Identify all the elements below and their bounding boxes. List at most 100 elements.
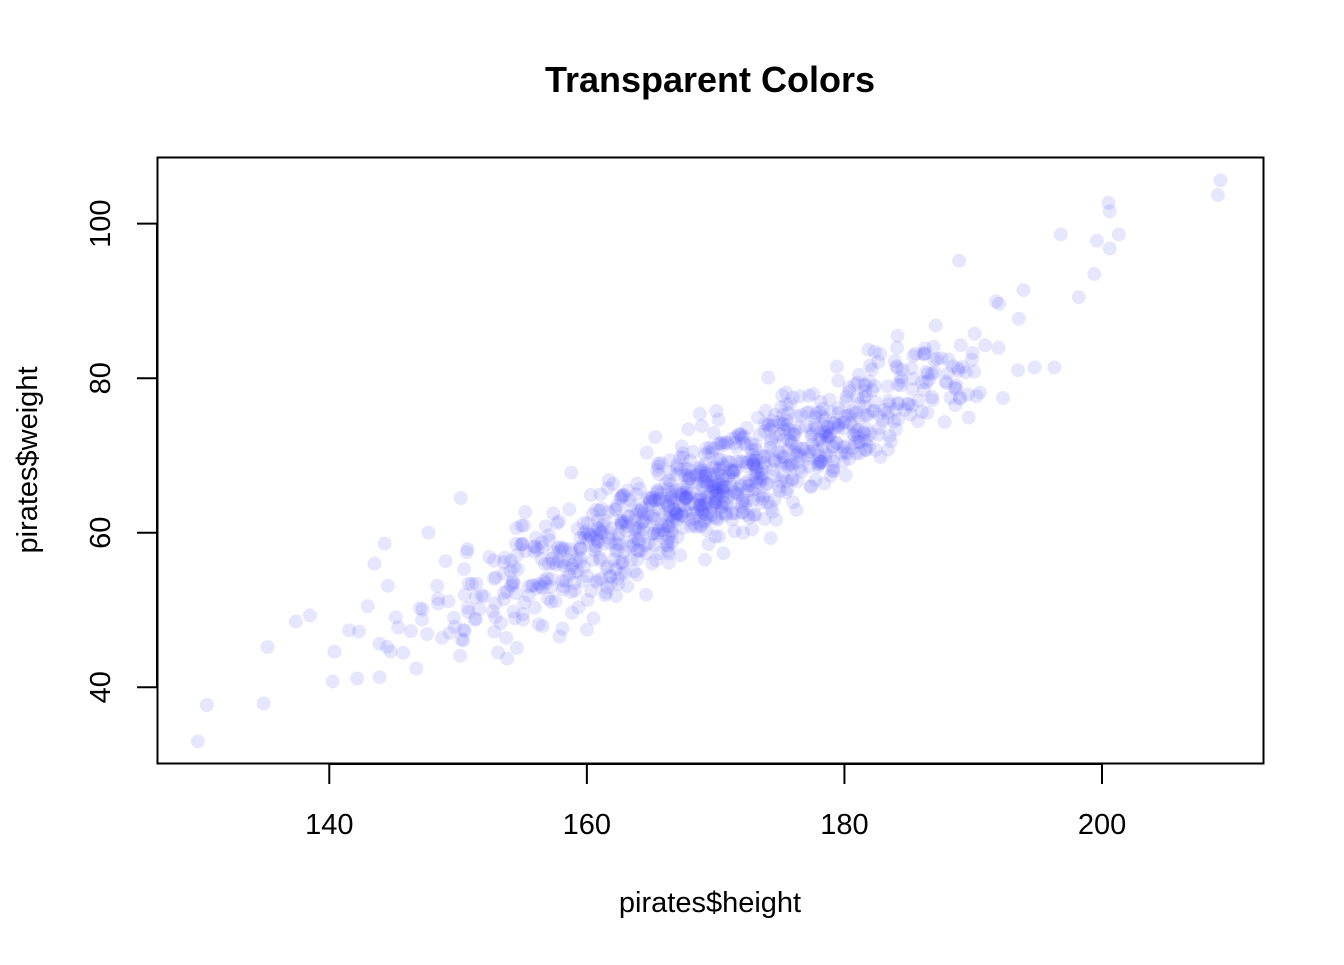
data-point <box>482 550 497 565</box>
data-point <box>790 445 805 460</box>
data-point <box>589 503 603 517</box>
data-point <box>822 449 837 463</box>
data-point <box>506 604 521 619</box>
data-point <box>624 552 639 567</box>
data-point <box>816 425 831 439</box>
data-point <box>792 461 807 476</box>
data-point <box>816 438 831 453</box>
data-point <box>689 519 704 534</box>
data-point <box>868 442 883 457</box>
data-point <box>651 523 666 538</box>
data-point <box>510 548 525 563</box>
data-point <box>685 506 700 521</box>
data-point <box>712 461 727 476</box>
data-point <box>447 610 461 625</box>
data-point <box>710 511 725 526</box>
data-point <box>805 423 820 438</box>
data-point <box>564 561 578 576</box>
data-point <box>614 488 629 503</box>
data-point <box>601 530 616 545</box>
data-point <box>712 529 727 544</box>
data-point <box>603 535 618 550</box>
data-point <box>562 502 577 517</box>
data-point <box>662 518 677 533</box>
data-point <box>706 425 721 440</box>
data-point <box>786 495 800 510</box>
data-point <box>327 644 342 659</box>
data-point <box>782 433 796 448</box>
data-point <box>749 475 764 490</box>
data-point <box>715 488 730 503</box>
data-point <box>858 384 873 399</box>
data-point <box>768 408 783 422</box>
data-point <box>964 352 979 367</box>
x-tick-label: 160 <box>563 809 611 841</box>
data-point <box>904 398 919 413</box>
data-point <box>729 440 744 455</box>
data-point <box>689 476 704 491</box>
data-point <box>727 436 742 451</box>
data-point <box>894 378 908 393</box>
data-point <box>766 462 781 477</box>
data-point <box>681 462 696 477</box>
data-point <box>608 502 622 517</box>
data-point <box>740 478 755 493</box>
data-point <box>650 526 665 540</box>
data-point <box>515 536 530 551</box>
data-point <box>858 408 873 423</box>
data-point <box>714 499 729 514</box>
data-point <box>867 344 882 359</box>
data-point <box>555 621 570 636</box>
data-point <box>582 527 597 542</box>
data-point <box>774 400 789 415</box>
data-point <box>742 478 757 493</box>
data-point <box>535 580 550 595</box>
data-point <box>697 552 712 567</box>
data-point <box>799 419 813 434</box>
data-point <box>577 559 591 574</box>
data-point <box>811 459 826 474</box>
data-point <box>664 524 678 539</box>
data-point <box>611 577 626 591</box>
data-point <box>699 523 714 537</box>
data-point <box>890 396 905 411</box>
data-point <box>500 651 515 666</box>
data-point <box>704 479 719 494</box>
data-point <box>939 376 954 391</box>
data-point <box>687 517 702 532</box>
data-point <box>596 518 610 532</box>
data-point <box>260 640 275 655</box>
data-point <box>674 439 689 454</box>
data-point <box>819 446 833 461</box>
data-point <box>934 351 949 366</box>
data-point <box>579 622 594 637</box>
data-point <box>544 572 559 586</box>
data-point <box>653 487 668 502</box>
data-point <box>665 514 680 529</box>
data-point <box>761 417 776 432</box>
data-point <box>634 502 649 517</box>
data-point <box>645 556 660 571</box>
data-point <box>813 394 828 409</box>
data-point <box>794 464 809 479</box>
data-point <box>587 539 602 553</box>
data-point <box>698 513 712 528</box>
data-point <box>629 487 644 502</box>
data-point <box>877 402 892 417</box>
data-point <box>781 406 796 421</box>
data-point <box>808 472 823 487</box>
data-point <box>868 395 883 410</box>
data-point <box>594 501 609 516</box>
data-point <box>701 537 716 551</box>
data-point <box>461 576 476 591</box>
data-point <box>609 589 623 603</box>
data-point <box>460 600 475 615</box>
data-point <box>517 595 532 610</box>
data-point <box>739 438 754 453</box>
data-point <box>700 496 714 511</box>
data-point <box>527 600 542 615</box>
data-point <box>755 491 770 506</box>
data-point <box>610 571 625 586</box>
data-point <box>836 455 851 469</box>
